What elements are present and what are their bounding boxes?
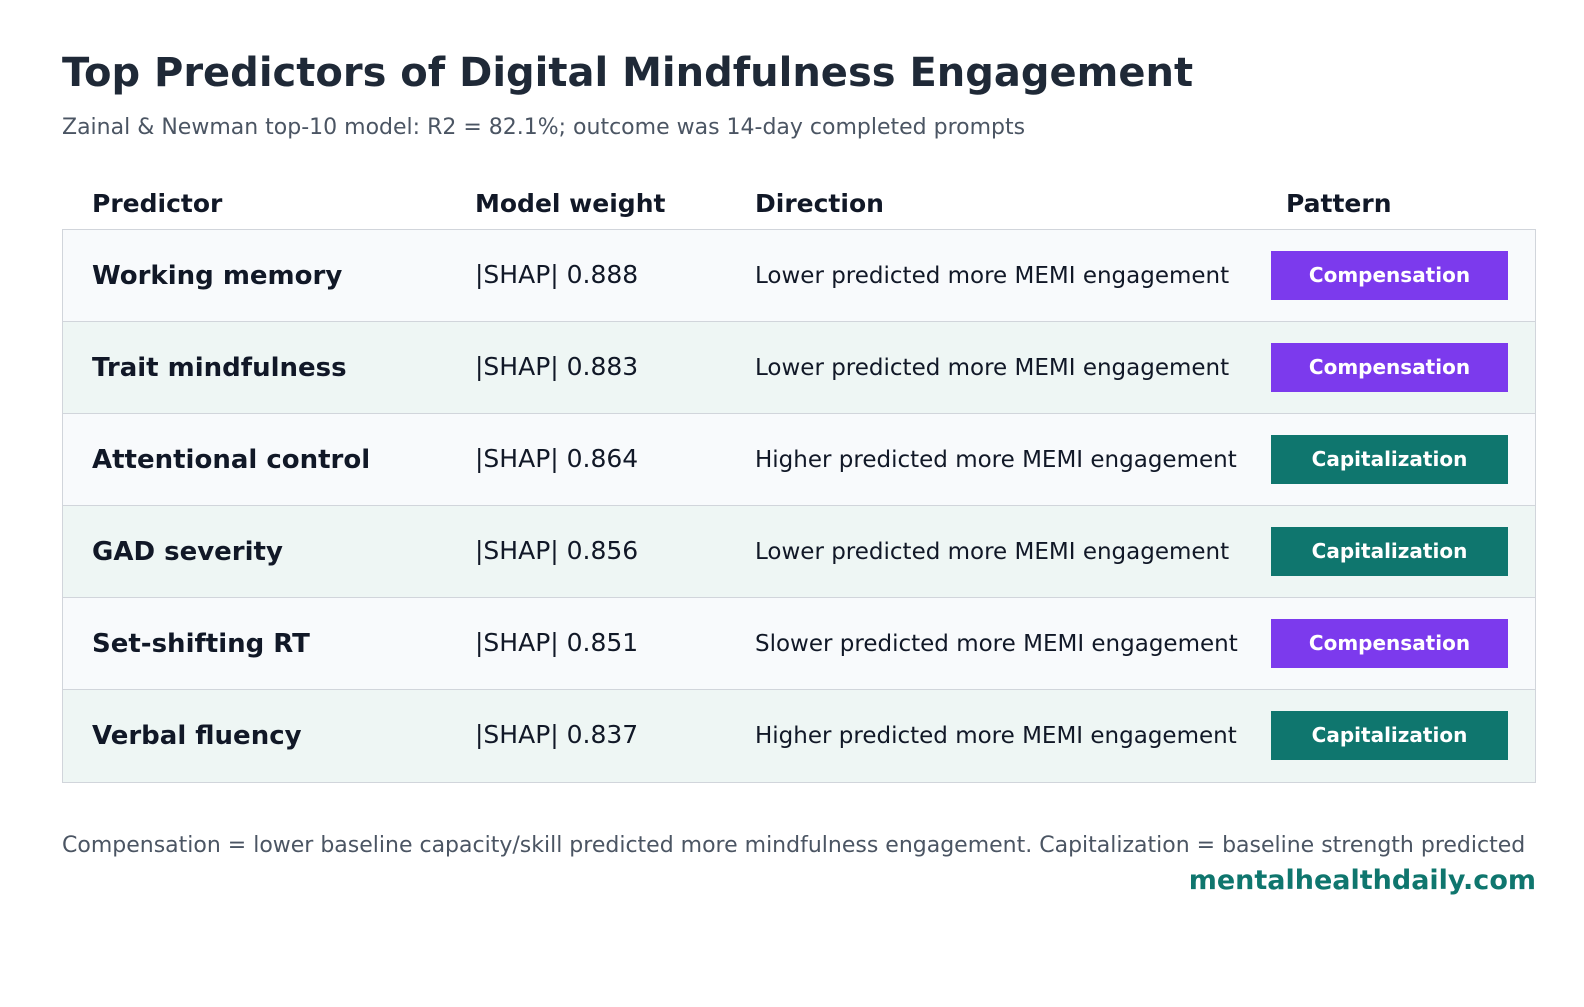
- brand: mentalhealthdaily.com: [1188, 865, 1536, 896]
- direction: Higher predicted more MEMI engagement: [755, 447, 1237, 473]
- model-weight: |SHAP| 0.888: [475, 260, 639, 289]
- pattern-badge: Capitalization: [1271, 435, 1508, 484]
- table-row: Verbal fluency |SHAP| 0.837 Higher predict…: [63, 690, 1535, 782]
- direction: Lower predicted more MEMI engagement: [755, 539, 1230, 565]
- table: Working memory |SHAP| 0.888 Lower predicte…: [62, 229, 1536, 783]
- model-weight: |SHAP| 0.883: [475, 352, 639, 381]
- predictor: Working memory: [92, 261, 343, 291]
- pattern-badge: Compensation: [1271, 343, 1508, 392]
- column-header: Direction: [755, 189, 884, 218]
- column-header: Model weight: [475, 189, 666, 218]
- model-weight: |SHAP| 0.851: [475, 628, 639, 657]
- pattern-badge: Compensation: [1271, 619, 1508, 668]
- predictor: Trait mindfulness: [92, 353, 347, 383]
- pattern-badge: Capitalization: [1271, 527, 1508, 576]
- direction: Slower predicted more MEMI engagement: [755, 631, 1238, 657]
- footnote: Compensation = lower baseline capacity/s…: [62, 833, 1526, 858]
- table-row: Trait mindfulness |SHAP| 0.883 Lower predi…: [63, 322, 1535, 414]
- predictor: GAD severity: [92, 537, 283, 567]
- pattern-badge: Capitalization: [1271, 711, 1508, 760]
- model-weight: |SHAP| 0.856: [475, 536, 639, 565]
- predictor: Verbal fluency: [92, 721, 302, 751]
- predictor: Set-shifting RT: [92, 629, 310, 659]
- direction: Lower predicted more MEMI engagement: [755, 355, 1230, 381]
- table-row: GAD severity |SHAP| 0.856 Lower predicted …: [63, 506, 1535, 598]
- subtitle: Zainal & Newman top-10 model: R2 = 82.1%…: [62, 115, 1026, 140]
- pattern-badge: Compensation: [1271, 251, 1508, 300]
- title: Top Predictors of Digital Mindfulness En…: [62, 50, 1194, 96]
- direction: Lower predicted more MEMI engagement: [755, 263, 1230, 289]
- predictor: Attentional control: [92, 445, 371, 475]
- table-row: Attentional control |SHAP| 0.864 Higher pr…: [63, 414, 1535, 506]
- model-weight: |SHAP| 0.864: [475, 444, 639, 473]
- column-header: Predictor: [92, 189, 223, 218]
- direction: Higher predicted more MEMI engagement: [755, 723, 1237, 749]
- table-row: Set-shifting RT |SHAP| 0.851 Slower predic…: [63, 598, 1535, 690]
- model-weight: |SHAP| 0.837: [475, 720, 639, 749]
- table-row: Working memory |SHAP| 0.888 Lower predicte…: [63, 230, 1535, 322]
- column-header: Pattern: [1286, 189, 1392, 218]
